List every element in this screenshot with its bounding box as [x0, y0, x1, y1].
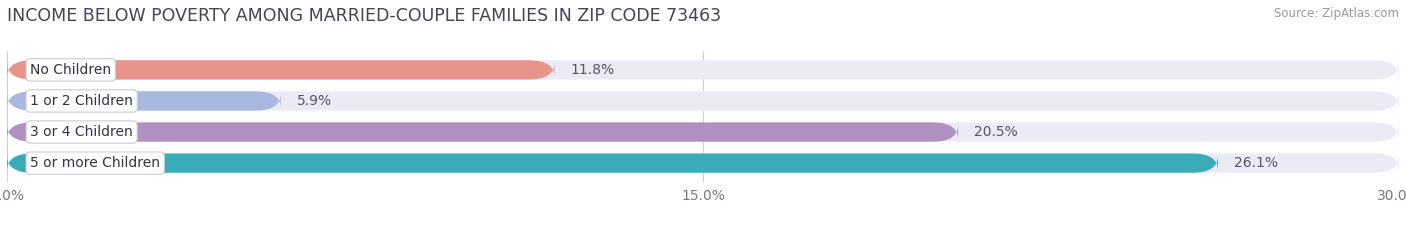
Text: No Children: No Children	[31, 63, 111, 77]
Text: 11.8%: 11.8%	[571, 63, 614, 77]
FancyBboxPatch shape	[7, 154, 1218, 173]
FancyBboxPatch shape	[7, 91, 1399, 111]
Text: 5.9%: 5.9%	[297, 94, 332, 108]
Text: 1 or 2 Children: 1 or 2 Children	[31, 94, 134, 108]
Text: 3 or 4 Children: 3 or 4 Children	[31, 125, 134, 139]
Text: 5 or more Children: 5 or more Children	[31, 156, 160, 170]
FancyBboxPatch shape	[7, 122, 1399, 142]
Text: 20.5%: 20.5%	[974, 125, 1018, 139]
Text: 26.1%: 26.1%	[1234, 156, 1278, 170]
Text: Source: ZipAtlas.com: Source: ZipAtlas.com	[1274, 7, 1399, 20]
Text: INCOME BELOW POVERTY AMONG MARRIED-COUPLE FAMILIES IN ZIP CODE 73463: INCOME BELOW POVERTY AMONG MARRIED-COUPL…	[7, 7, 721, 25]
FancyBboxPatch shape	[7, 154, 1399, 173]
FancyBboxPatch shape	[7, 60, 554, 79]
FancyBboxPatch shape	[7, 60, 1399, 79]
FancyBboxPatch shape	[7, 91, 281, 111]
FancyBboxPatch shape	[7, 122, 959, 142]
